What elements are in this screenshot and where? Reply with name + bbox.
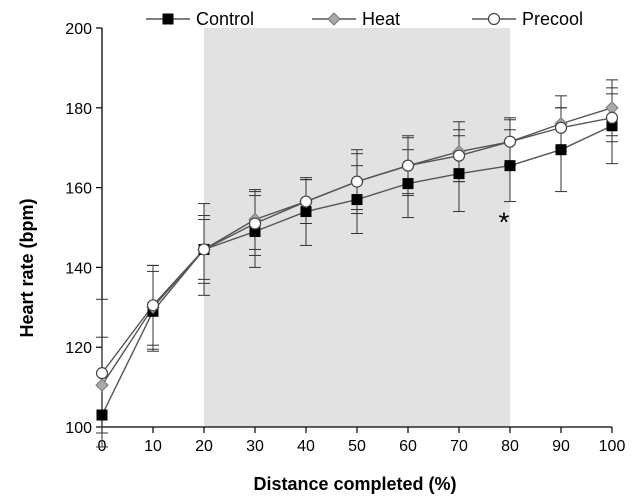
x-tick-label: 100 [599, 438, 626, 455]
data-point-precool [452, 149, 466, 162]
y-axis-title: Heart rate (bpm) [17, 198, 37, 337]
data-point-precool [605, 111, 619, 124]
legend-item-control: Control [146, 9, 254, 29]
significance-asterisk: * [499, 207, 510, 238]
x-tick-label: 10 [144, 438, 162, 455]
data-point-precool [299, 195, 313, 208]
x-tick-label: 80 [501, 438, 519, 455]
data-point-control [402, 178, 414, 190]
x-axis-title: Distance completed (%) [253, 474, 456, 494]
data-point-precool [401, 159, 415, 172]
legend-label: Control [196, 9, 254, 29]
legend-label: Heat [362, 9, 400, 29]
data-point-control [96, 409, 108, 421]
data-point-precool [248, 217, 262, 230]
data-point-precool [197, 243, 211, 256]
y-tick-label: 200 [65, 21, 92, 38]
data-point-precool [503, 135, 517, 148]
y-tick-label: 100 [65, 420, 92, 437]
data-point-control [504, 160, 516, 172]
x-tick-label: 70 [450, 438, 468, 455]
x-tick-label: 40 [297, 438, 315, 455]
data-point-precool [146, 299, 160, 312]
data-point-precool [554, 121, 568, 134]
data-point-precool [95, 367, 109, 380]
data-point-control [351, 194, 363, 206]
x-tick-label: 20 [195, 438, 213, 455]
x-tick-label: 90 [552, 438, 570, 455]
x-tick-label: 60 [399, 438, 417, 455]
data-point-control [453, 168, 465, 180]
x-tick-label: 30 [246, 438, 264, 455]
data-point-heat [95, 378, 109, 392]
legend-item-precool: Precool [472, 9, 583, 29]
legend-item-heat: Heat [312, 9, 400, 29]
data-point-precool [350, 175, 364, 188]
y-tick-label: 140 [65, 260, 92, 277]
x-tick-label: 50 [348, 438, 366, 455]
y-tick-label: 160 [65, 181, 92, 198]
legend-marker [327, 12, 341, 26]
legend-marker [162, 13, 174, 25]
y-tick-label: 120 [65, 340, 92, 357]
legend-marker [487, 12, 501, 26]
legend-label: Precool [522, 9, 583, 29]
y-tick-label: 180 [65, 101, 92, 118]
data-point-control [555, 144, 567, 156]
